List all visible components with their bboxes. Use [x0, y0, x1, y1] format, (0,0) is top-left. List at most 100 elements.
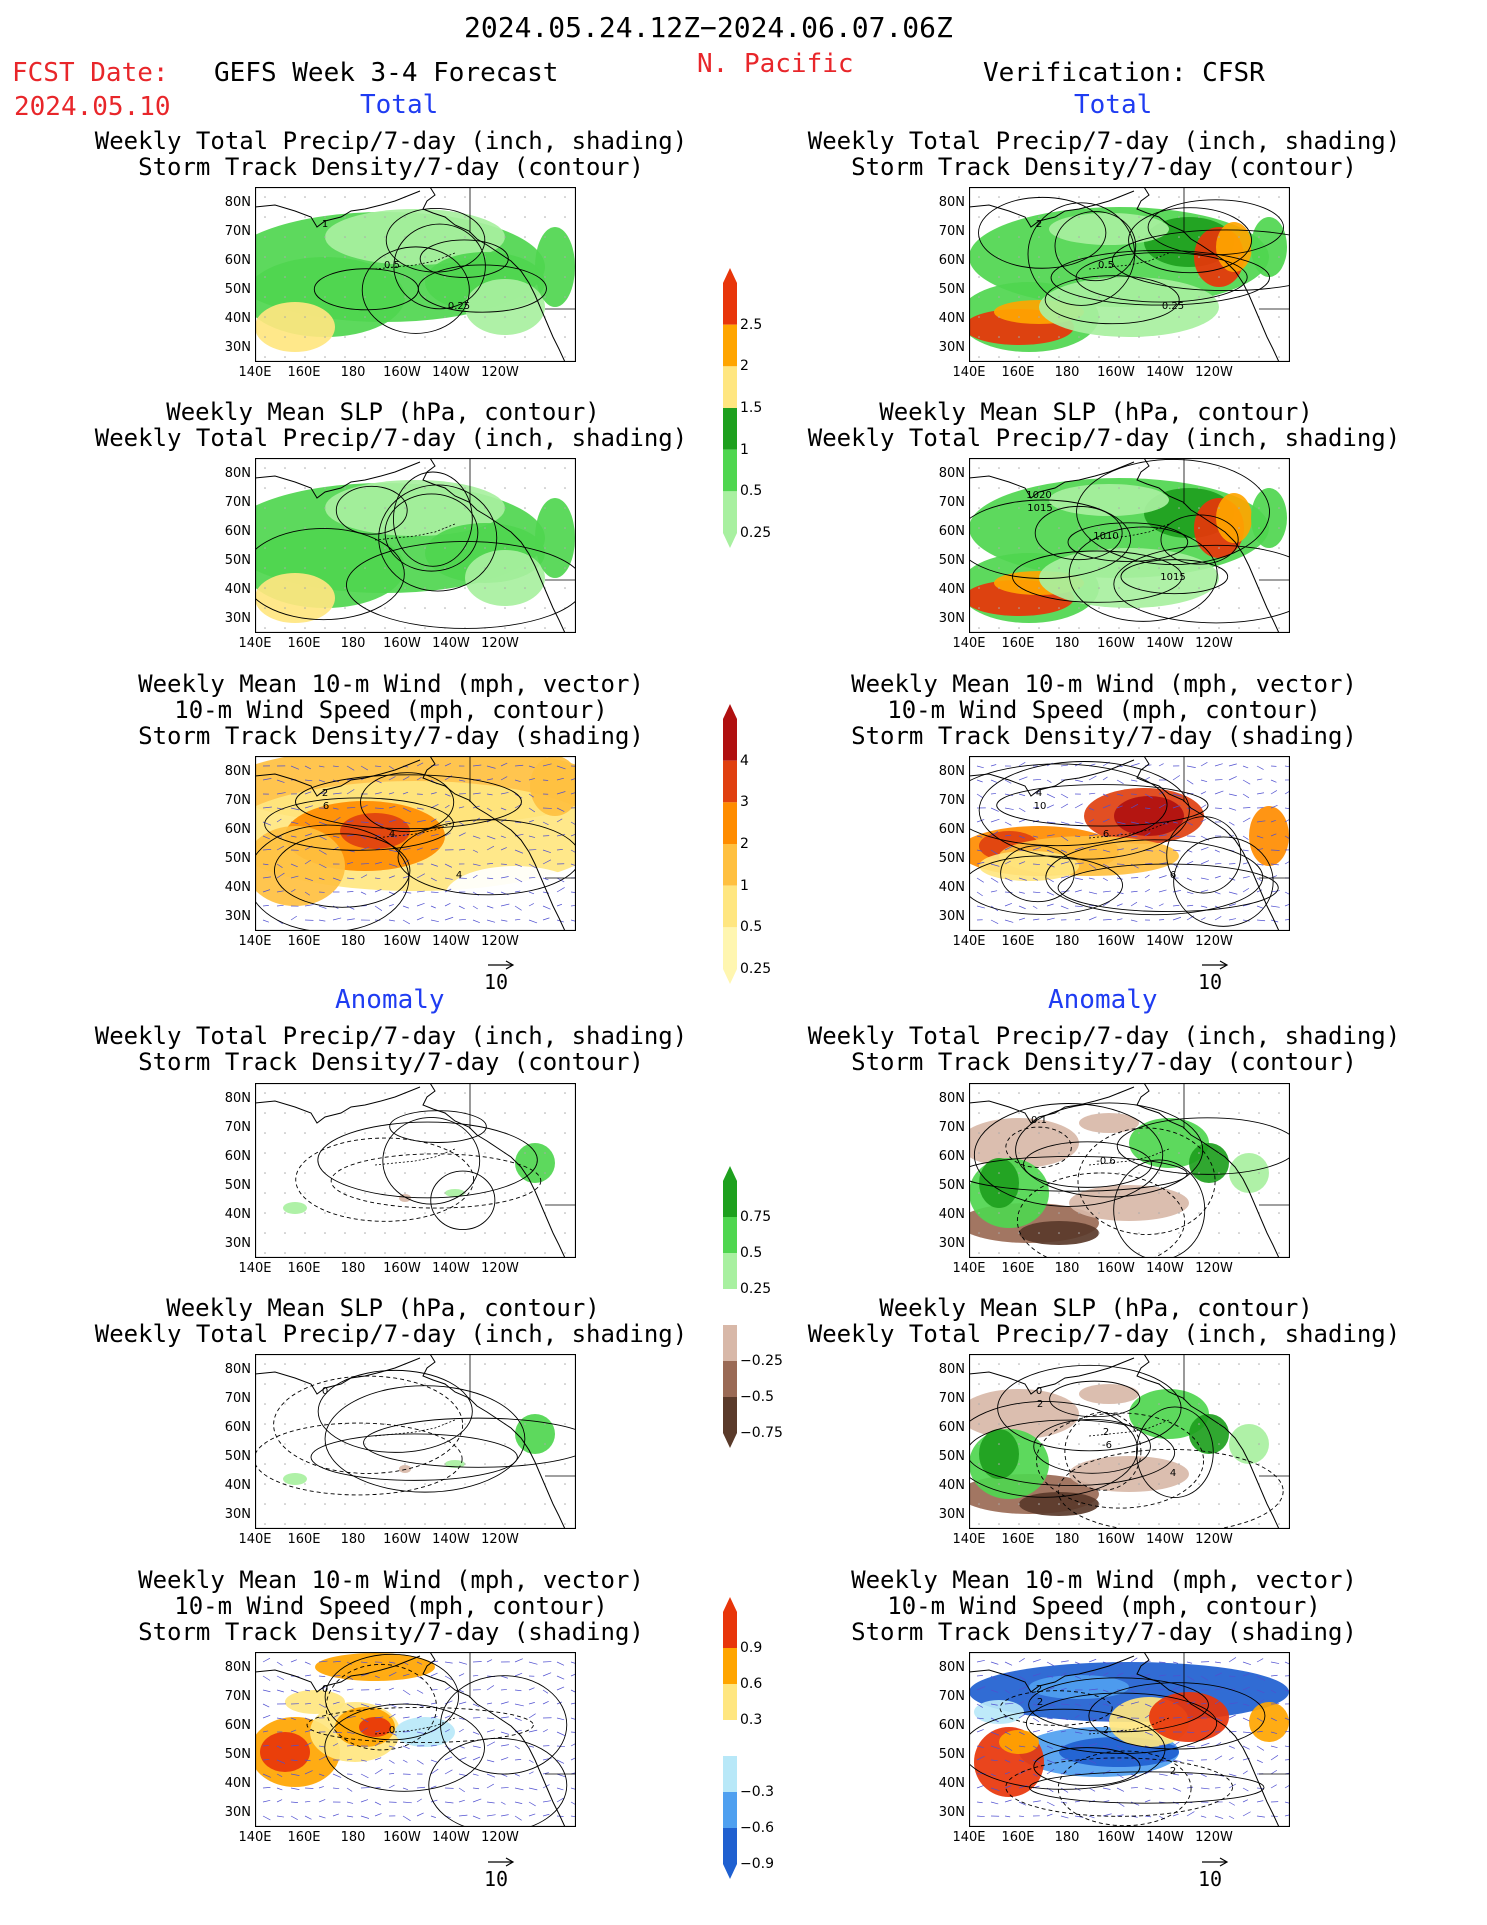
wind-vector [1256, 863, 1264, 866]
wind-vector [1018, 877, 1027, 881]
grid-dot [1118, 276, 1120, 278]
wind-vector [1228, 1657, 1237, 1663]
wind-vector [1172, 1773, 1179, 1776]
lat-label: 60N [224, 1420, 251, 1435]
wind-vector [416, 762, 424, 767]
grid-dot [564, 356, 566, 358]
wind-vector [1270, 1661, 1280, 1664]
grid-dot [1138, 1112, 1140, 1114]
contour-line [1034, 505, 1123, 561]
grid-dot [304, 236, 306, 238]
grid-dot [264, 356, 266, 358]
wind-vector [276, 1787, 283, 1791]
grid-dot [1198, 256, 1200, 258]
wind-vector [528, 1787, 538, 1791]
grid-dot [1258, 216, 1260, 218]
wind-vector [570, 1787, 576, 1790]
grid-dot [544, 196, 546, 198]
anomaly-label-left: Anomaly [335, 985, 445, 1015]
grid-dot [1078, 1483, 1080, 1485]
grid-dot [1178, 627, 1180, 629]
grid-dot [364, 1212, 366, 1214]
grid-dot [998, 627, 1000, 629]
lon-label: 140W [1146, 636, 1184, 651]
wind-vector [976, 891, 983, 897]
coastline-asia [969, 461, 1135, 499]
wind-vector [514, 1717, 522, 1721]
wind-vector [570, 863, 576, 867]
grid-dot [1038, 1132, 1040, 1134]
grid-dot [544, 547, 546, 549]
colorbar-precip-total: 2.5 2 1.5 1 0.5 0.25 [716, 268, 796, 548]
grid-dot [1218, 1192, 1220, 1194]
grid-dot [264, 487, 266, 489]
map-panel: 1 0.5 0.25 [255, 187, 576, 362]
grid-dot [1058, 236, 1060, 238]
wind-vector [542, 1689, 549, 1694]
wind-vector [402, 1801, 412, 1804]
grid-dot [424, 1383, 426, 1385]
wind-vector [1102, 877, 1108, 881]
shaded-region [1189, 1143, 1229, 1183]
grid-dot [1158, 276, 1160, 278]
grid-dot [1238, 216, 1240, 218]
wind-vector [1200, 889, 1209, 893]
wind-vector [528, 863, 537, 869]
wind-vector [1242, 1745, 1250, 1750]
vector-scale-p3R: 10 [1198, 960, 1230, 994]
grid-dot [324, 196, 326, 198]
grid-dot [1158, 627, 1160, 629]
grid-dot [1078, 1152, 1080, 1154]
colorbar-segment [723, 449, 737, 492]
wind-vector [458, 1673, 465, 1677]
wind-vector [976, 1686, 986, 1691]
grid-dot [1038, 587, 1040, 589]
grid-dot [324, 587, 326, 589]
grid-dot [284, 627, 286, 629]
grid-dot [304, 316, 306, 318]
grid-dot [1078, 547, 1080, 549]
wind-vector [500, 1801, 506, 1805]
grid-dot [1258, 1112, 1260, 1114]
grid-dot [484, 296, 486, 298]
grid-dot [1198, 527, 1200, 529]
svg-text:2: 2 [322, 788, 328, 799]
grid-dot [544, 1232, 546, 1234]
grid-dot [404, 1212, 406, 1214]
wind-vector [472, 792, 481, 795]
wind-vector [430, 1799, 438, 1803]
grid-dot [978, 1112, 980, 1114]
wind-vector [1200, 860, 1210, 865]
wind-vector [444, 763, 451, 767]
wind-vector [976, 1815, 985, 1818]
grid-dot [1138, 1483, 1140, 1485]
lon-label: 120W [1195, 1261, 1233, 1276]
grid-dot [978, 1443, 980, 1445]
wind-vector [262, 1714, 271, 1719]
grid-dot [564, 527, 566, 529]
wind-vector [360, 1703, 370, 1708]
contour-line [273, 833, 411, 908]
wind-vector [416, 1798, 422, 1803]
grid-dot [1038, 1232, 1040, 1234]
grid-dot [264, 1503, 266, 1505]
contour-line [1067, 522, 1189, 562]
grid-dot [1138, 1503, 1140, 1505]
grid-dot [544, 256, 546, 258]
grid-dot [344, 547, 346, 549]
wind-vector [486, 835, 496, 840]
grid-dot [564, 567, 566, 569]
wind-vector [1088, 807, 1095, 811]
wind-vector [1256, 1815, 1265, 1818]
contour-line [310, 1433, 518, 1481]
grid-dot [444, 507, 446, 509]
wind-vector [1046, 821, 1056, 824]
contour-label: 4 [1170, 1468, 1176, 1479]
colorbar-label: 2 [740, 836, 749, 852]
grid-dot [978, 1363, 980, 1365]
wind-vector [1214, 790, 1224, 795]
wind-vector [486, 1659, 493, 1663]
wind-vector [374, 889, 382, 893]
contour-line [1068, 526, 1218, 622]
grid-dot [424, 236, 426, 238]
